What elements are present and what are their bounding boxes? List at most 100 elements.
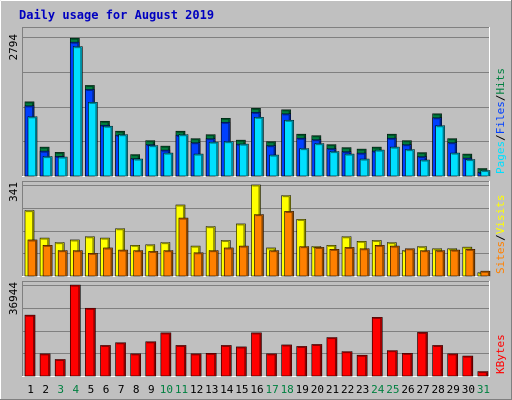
pages-bar: [239, 143, 249, 177]
kbytes-bar: [371, 317, 383, 377]
pages-bar: [480, 170, 491, 177]
kbytes-bar: [175, 345, 187, 377]
pages-bar: [178, 134, 189, 177]
pages-bar: [133, 158, 143, 177]
day-label-27: 27: [416, 383, 429, 396]
day-label-29: 29: [447, 383, 460, 396]
bars-hits-files-pages: [24, 37, 491, 177]
day-label-21: 21: [326, 383, 339, 396]
day-label-16: 16: [250, 383, 263, 396]
day-label-28: 28: [432, 383, 445, 396]
kbytes-bar: [220, 345, 232, 377]
day-label-3: 3: [57, 383, 64, 396]
kbytes-bar: [417, 332, 428, 377]
pages-bar: [450, 152, 461, 177]
pages-bar: [344, 153, 355, 177]
day-label-4: 4: [73, 383, 80, 396]
day-label-14: 14: [220, 383, 234, 396]
pages-bar: [269, 154, 279, 177]
sites-bar: [103, 247, 113, 277]
kbytes-bar: [296, 346, 308, 377]
kbytes-bar: [311, 344, 323, 377]
day-label-8: 8: [133, 383, 140, 396]
sites-bar: [269, 250, 279, 277]
day-label-19: 19: [296, 383, 309, 396]
pages-bar: [208, 141, 219, 177]
day-label-20: 20: [311, 383, 324, 396]
day-label-13: 13: [205, 383, 218, 396]
kbytes-bar: [54, 359, 66, 377]
day-label-9: 9: [148, 383, 155, 396]
sites-bar: [284, 211, 294, 277]
sites-bar: [223, 247, 234, 277]
kbytes-bar: [462, 355, 474, 377]
day-label-25: 25: [386, 383, 399, 396]
day-label-26: 26: [401, 383, 414, 396]
kbytes-bar: [69, 284, 81, 377]
pages-bar: [284, 119, 294, 177]
kbytes-bar: [205, 353, 217, 377]
sites-bar: [208, 250, 219, 277]
sites-bar: [27, 239, 38, 277]
kbytes-bar: [326, 337, 338, 377]
legend-separator: /: [494, 134, 507, 141]
day-label-10: 10: [160, 383, 173, 396]
pages-bar: [420, 159, 430, 177]
kbytes-bar: [160, 332, 172, 377]
pages-bar: [163, 152, 174, 177]
day-label-31: 31: [477, 383, 490, 396]
sites-bar: [254, 214, 264, 277]
panel-legend: KBytes: [494, 334, 507, 374]
kbytes-bar: [145, 341, 157, 377]
pages-bar: [465, 159, 476, 177]
kbytes-bar: [387, 350, 398, 377]
sites-bar: [163, 250, 174, 277]
kbytes-bar: [281, 344, 292, 377]
x-axis-day-labels: 1 2 3 4 5 6 7 8 9 10 11 12 13 14 15 16 17 18 19 20 21 22 23 24 2…: [27, 383, 490, 396]
day-label-24: 24: [371, 383, 385, 396]
pages-bar: [254, 116, 264, 177]
kbytes-bar: [130, 353, 141, 377]
chart-title: Daily usage for August 2019: [19, 8, 214, 22]
panel-legend: Pages/Files/Hits: [494, 68, 507, 174]
day-label-22: 22: [341, 383, 354, 396]
legend-item-pages: Pages: [494, 141, 507, 174]
legend-separator: /: [494, 95, 507, 102]
sites-bar: [299, 246, 310, 277]
pages-bar: [390, 146, 400, 177]
panel-max-label: 2794: [7, 34, 20, 61]
pages-bar: [435, 125, 445, 177]
sites-bar: [239, 245, 249, 277]
day-label-17: 17: [265, 383, 278, 396]
pages-bar: [118, 134, 128, 177]
legend-item-kbytes: KBytes: [494, 334, 507, 374]
panel-legend: Sites/Visits: [494, 195, 507, 275]
sites-bar: [359, 248, 370, 277]
day-label-5: 5: [88, 383, 95, 396]
pages-bar: [148, 145, 159, 177]
kbytes-bar: [236, 346, 247, 377]
pages-bar: [374, 149, 385, 177]
pages-bar: [57, 156, 68, 177]
day-label-6: 6: [103, 383, 110, 396]
kbytes-bar: [356, 354, 368, 377]
pages-bar: [27, 116, 38, 177]
day-label-30: 30: [462, 383, 475, 396]
kbytes-bar: [447, 353, 459, 377]
sites-bar: [88, 253, 98, 277]
panels-layer: 2794Pages/Files/Hits341Sites/Visits36944…: [7, 27, 507, 377]
kbytes-bar: [24, 314, 36, 377]
day-label-23: 23: [356, 383, 369, 396]
legend-item-sites: Sites: [494, 241, 507, 274]
panel-visits-sites: 341 Sites/Visits: [7, 181, 507, 277]
sites-bar: [57, 250, 68, 277]
day-label-12: 12: [190, 383, 203, 396]
day-label-2: 2: [42, 383, 49, 396]
sites-bar: [72, 250, 83, 277]
sites-bar: [148, 251, 159, 277]
pages-bar: [299, 148, 310, 177]
kbytes-bar: [190, 353, 202, 377]
kbytes-bar: [251, 332, 262, 377]
day-label-1: 1: [27, 383, 34, 396]
